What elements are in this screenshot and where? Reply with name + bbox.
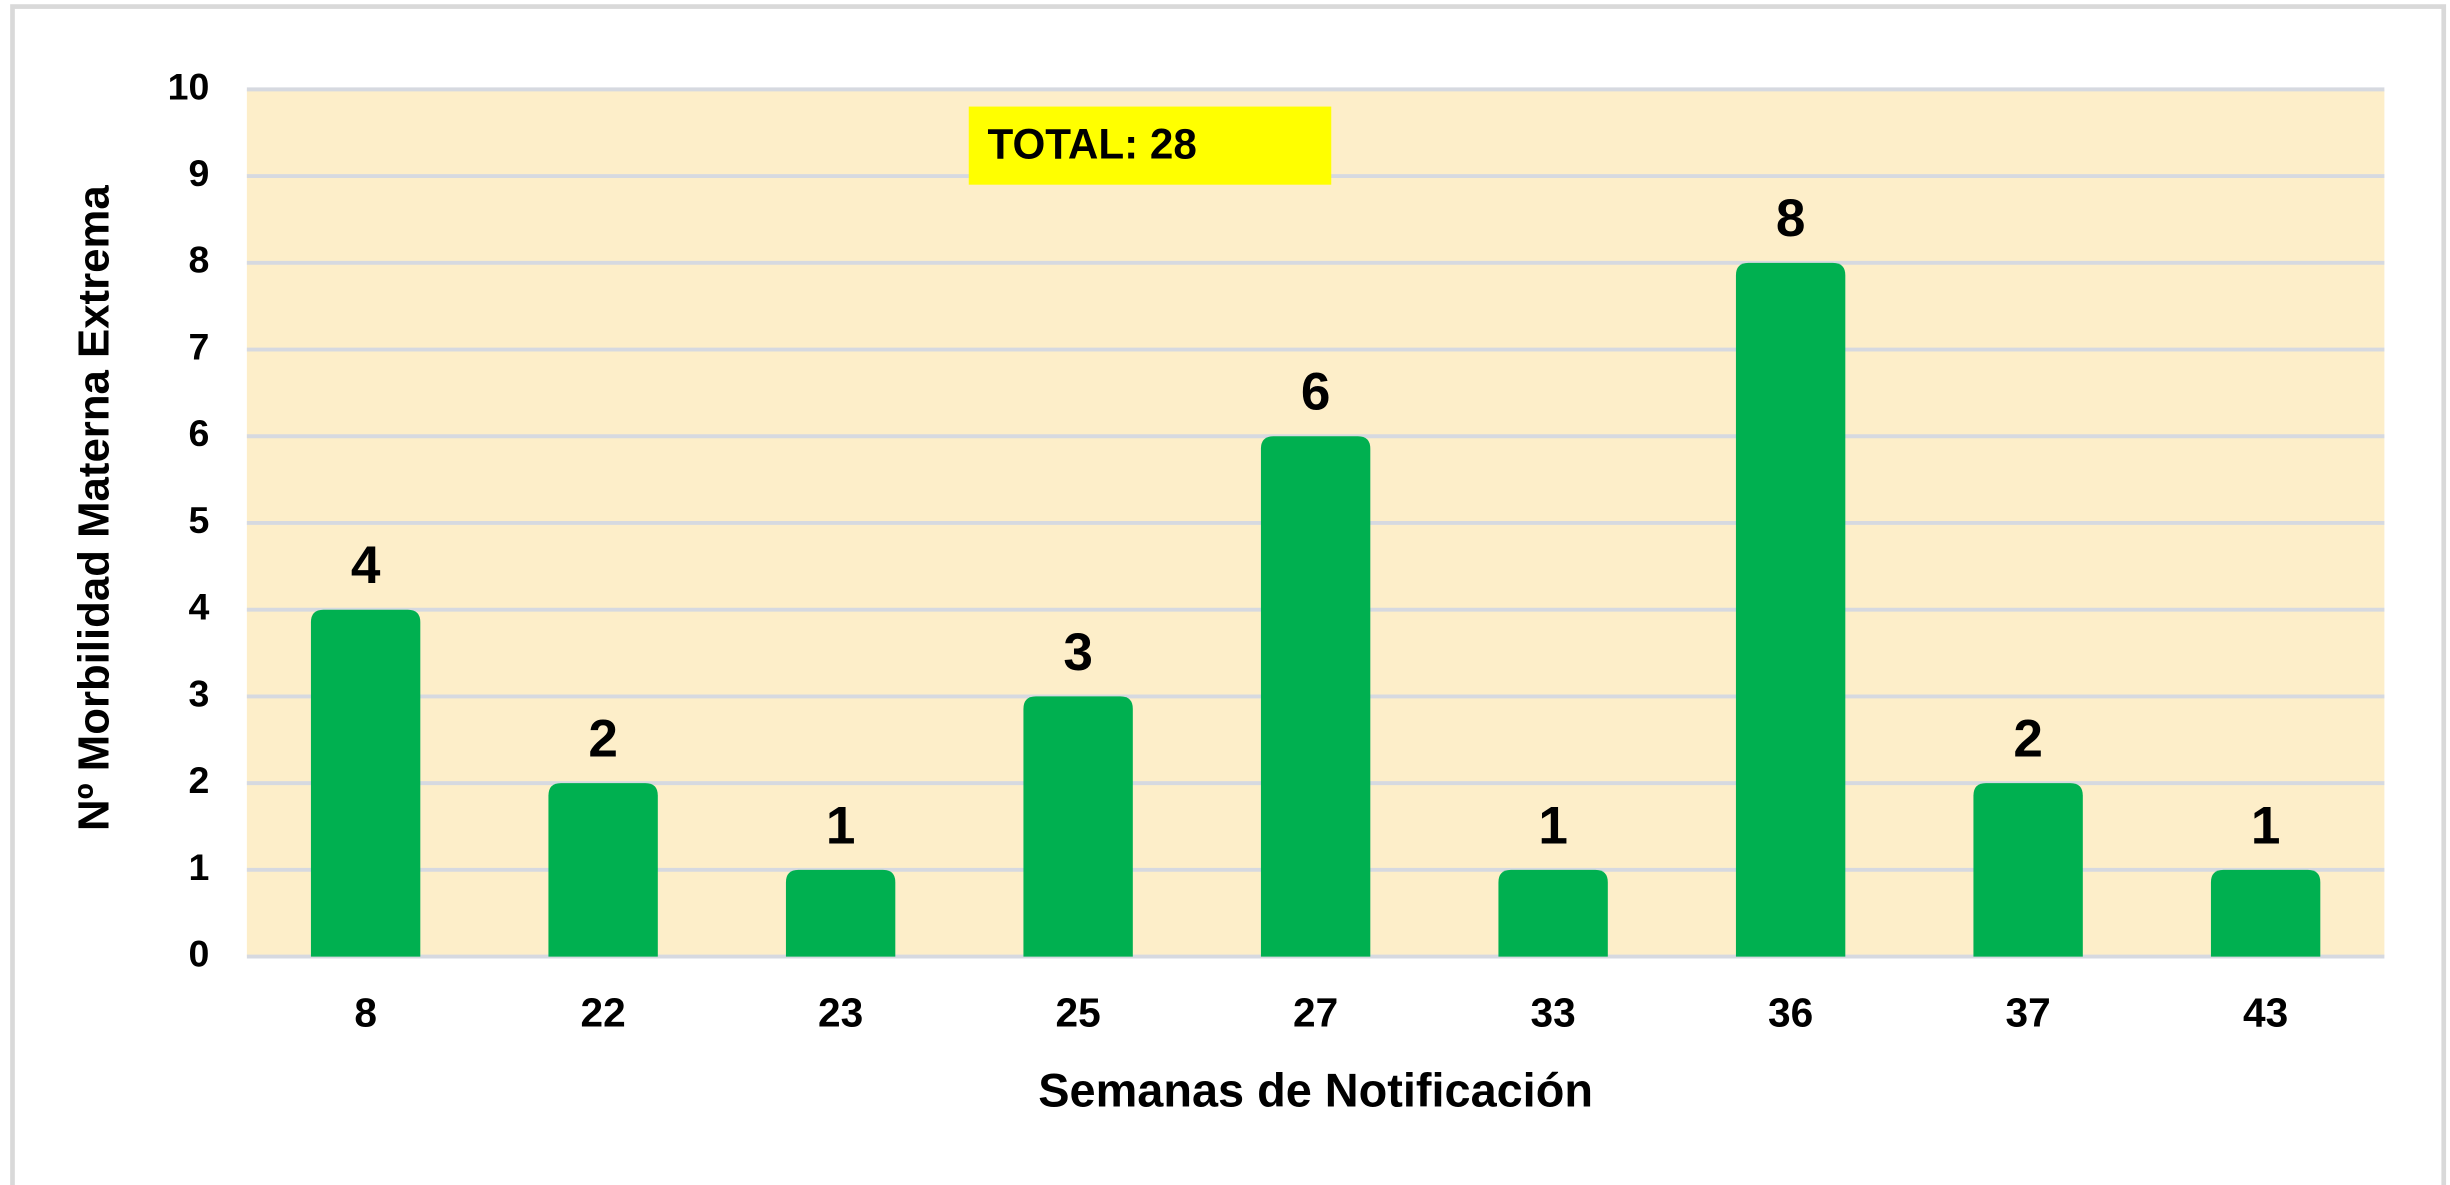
value-label: 2 [588, 710, 618, 769]
bar [548, 783, 658, 957]
value-label: 4 [351, 536, 381, 595]
bar [2210, 869, 2321, 957]
bar [1260, 436, 1371, 957]
y-tick-label: 2 [189, 759, 210, 801]
grid: 0 1 2 3 4 5 6 7 8 9 10 [168, 65, 2385, 974]
value-label: 8 [1776, 189, 1806, 248]
x-tick-label: 8 [354, 990, 377, 1036]
y-tick-label: 3 [189, 672, 210, 714]
x-tick-label: 27 [1293, 990, 1338, 1036]
y-axis-label: Nº Morbilidad Materna Extrema [69, 185, 118, 831]
bar [1023, 696, 1133, 957]
value-label: 1 [2251, 796, 2281, 855]
x-axis-label: Semanas de Notificación [1038, 1064, 1593, 1116]
y-tick-label: 5 [189, 499, 210, 541]
y-tick-label: 10 [168, 65, 210, 107]
x-tick-label: 25 [1056, 990, 1101, 1036]
x-tick-label: 43 [2243, 990, 2288, 1036]
y-tick-label: 8 [189, 239, 210, 281]
annotation: TOTAL: 28 [988, 120, 1197, 167]
x-tick-label: 23 [818, 990, 863, 1036]
y-tick-label: 1 [189, 846, 210, 888]
bar [310, 609, 421, 957]
bar [785, 869, 896, 957]
x-tick-label: 22 [581, 990, 626, 1036]
y-tick-label: 9 [189, 152, 210, 194]
value-label: 3 [1063, 623, 1093, 682]
value-label: 6 [1301, 363, 1331, 422]
value-label: 2 [2013, 710, 2043, 769]
y-tick-label: 0 [189, 932, 210, 974]
x-tick-label: 33 [1531, 990, 1576, 1036]
x-tick-label: 36 [1768, 990, 1813, 1036]
annotation-box [968, 106, 1332, 185]
y-tick-label: 7 [189, 325, 210, 367]
y-tick-label: 6 [189, 412, 210, 454]
value-label: 1 [1538, 796, 1568, 855]
bar [1735, 262, 1846, 957]
bar [1498, 869, 1608, 957]
y-tick-label: 4 [189, 586, 210, 628]
value-label: 1 [826, 796, 856, 855]
x-tick-label: 37 [2006, 990, 2051, 1036]
bar [1973, 783, 2083, 957]
